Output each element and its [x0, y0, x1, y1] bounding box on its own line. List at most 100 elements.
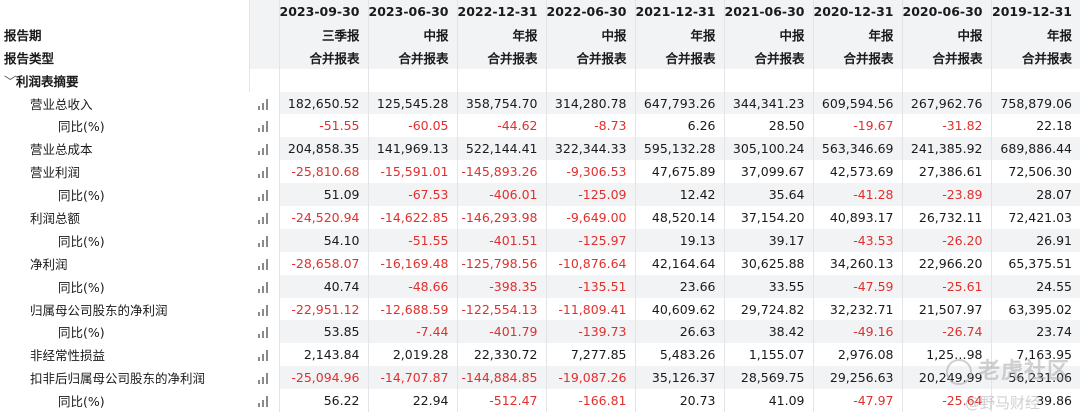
- chart-button[interactable]: [249, 206, 279, 229]
- chart-button[interactable]: [249, 160, 279, 183]
- value-cell: 125,545.28: [367, 91, 457, 115]
- value-cell: -25,094.96: [278, 366, 368, 390]
- table-row: 净利润 -28,658.07 -16,169.48 -125,798.56 -10,87…: [0, 251, 1080, 275]
- value-cell: 37,099.67: [723, 160, 813, 184]
- value-cell: -125,798.56: [456, 251, 546, 275]
- bar-chart-icon[interactable]: [257, 281, 270, 293]
- value-cell: 26.63: [634, 320, 724, 344]
- header-period-cell: 中报: [901, 22, 991, 46]
- row-label: 营业总收入: [30, 96, 93, 112]
- chart-button[interactable]: [249, 298, 279, 321]
- header-chart-col: [248, 0, 279, 23]
- value-cell: -146,293.98: [456, 206, 546, 229]
- bar-chart-icon[interactable]: [257, 121, 270, 133]
- chart-button[interactable]: [249, 320, 279, 343]
- header-date-cell: 2023-06-30: [367, 0, 457, 23]
- value-cell: -401.51: [456, 228, 546, 252]
- chart-button[interactable]: [249, 92, 279, 115]
- value-cell: 40,893.17: [812, 206, 902, 229]
- value-cell: -166.81: [545, 389, 635, 413]
- watermark-logo: 老虎社区: [945, 353, 1070, 385]
- value-cell: -14,707.87: [367, 366, 457, 390]
- header-period-cell: 年报: [456, 22, 546, 46]
- value-cell: 5,483.26: [634, 343, 724, 367]
- header-type-cell: 合并报表: [723, 45, 813, 69]
- table-row: 同比(%) 56.22 22.94 -512.47 -166.81 20.73 41.09-…: [0, 389, 1080, 413]
- bar-chart-icon[interactable]: [257, 350, 270, 362]
- bar-chart-icon[interactable]: [257, 373, 270, 385]
- row-label: 扣非后归属母公司股东的净利润: [30, 371, 206, 387]
- bar-chart-icon[interactable]: [257, 190, 270, 202]
- bar-chart-icon[interactable]: [257, 304, 270, 316]
- value-cell: 38.42: [723, 320, 813, 344]
- header-period-cell: 中报: [367, 22, 457, 46]
- header-type-cell: 合并报表: [456, 45, 546, 69]
- value-cell: -125.09: [545, 183, 635, 207]
- section-header[interactable]: ﹀利润表摘要: [0, 69, 249, 92]
- chart-button[interactable]: [249, 366, 279, 389]
- value-cell: 28,569.75: [723, 366, 813, 390]
- value-cell: 56,231.06: [990, 366, 1080, 390]
- header-corner: [0, 0, 249, 23]
- table-row: 同比(%) 51.09 -67.53 -406.01 -125.09 12.42 35.64…: [0, 183, 1080, 207]
- value-cell: -14,622.85: [367, 206, 457, 229]
- value-cell: 72,421.03: [990, 206, 1080, 229]
- value-cell: 42,164.64: [634, 251, 724, 275]
- value-cell: 47,675.89: [634, 160, 724, 184]
- value-cell: 305,100.24: [723, 137, 813, 161]
- value-cell: -26.20: [901, 228, 991, 252]
- bar-chart-icon[interactable]: [257, 235, 270, 247]
- header-period-cell: 三季报: [278, 22, 368, 46]
- row-label: 非经常性损益: [30, 348, 106, 364]
- value-cell: 41.09: [723, 389, 813, 413]
- bar-chart-icon[interactable]: [257, 258, 270, 270]
- value-cell: 647,793.26: [634, 91, 724, 115]
- row-label: 同比(%): [58, 279, 105, 295]
- value-cell: -25.61: [901, 274, 991, 298]
- chart-button[interactable]: [249, 389, 279, 412]
- value-cell: -41.28: [812, 183, 902, 207]
- chart-button[interactable]: [249, 343, 279, 366]
- value-cell: -47.59: [812, 274, 902, 298]
- chevron-down-icon[interactable]: ﹀: [4, 73, 17, 89]
- bar-chart-icon[interactable]: [257, 212, 270, 224]
- value-cell: 12.42: [634, 183, 724, 207]
- value-cell: 6.26: [634, 114, 724, 138]
- chart-button[interactable]: [249, 137, 279, 160]
- value-cell: 7,277.85: [545, 343, 635, 367]
- bar-chart-icon[interactable]: [257, 327, 270, 339]
- value-cell: 758,879.06: [990, 91, 1080, 115]
- value-cell: -8.73: [545, 114, 635, 138]
- value-cell: 51.09: [278, 183, 368, 207]
- value-cell: 23.74: [990, 320, 1080, 344]
- value-cell: 39.86: [990, 389, 1080, 413]
- value-cell: 29,256.63: [812, 366, 902, 390]
- value-cell: 29,724.82: [723, 297, 813, 321]
- section-row[interactable]: ﹀利润表摘要: [0, 68, 1080, 92]
- chart-button[interactable]: [249, 252, 279, 275]
- bar-chart-icon[interactable]: [257, 144, 270, 156]
- bar-chart-icon[interactable]: [257, 98, 270, 110]
- bar-chart-icon[interactable]: [257, 167, 270, 179]
- value-cell: 27,386.61: [901, 160, 991, 184]
- value-cell: 35.64: [723, 183, 813, 207]
- chart-button[interactable]: [249, 114, 279, 137]
- period-label: 报告期: [0, 22, 249, 46]
- value-cell: 2,019.28: [367, 343, 457, 367]
- value-cell: 26,732.11: [901, 206, 991, 229]
- bar-chart-icon[interactable]: [257, 396, 270, 408]
- chart-button[interactable]: [249, 183, 279, 206]
- header-period-cell: 中报: [723, 22, 813, 46]
- header-date-cell: 2023-09-30: [278, 0, 368, 23]
- row-label: 营业利润: [30, 165, 81, 181]
- chart-button[interactable]: [249, 229, 279, 252]
- value-cell: 22,966.20: [901, 251, 991, 275]
- value-cell: -60.05: [367, 114, 457, 138]
- value-cell: 609,594.56: [812, 91, 902, 115]
- value-cell: 20.73: [634, 389, 724, 413]
- chart-button[interactable]: [249, 275, 279, 298]
- value-cell: -19,087.26: [545, 366, 635, 390]
- value-cell: -122,554.13: [456, 297, 546, 321]
- value-cell: -51.55: [278, 114, 368, 138]
- value-cell: -512.47: [456, 389, 546, 413]
